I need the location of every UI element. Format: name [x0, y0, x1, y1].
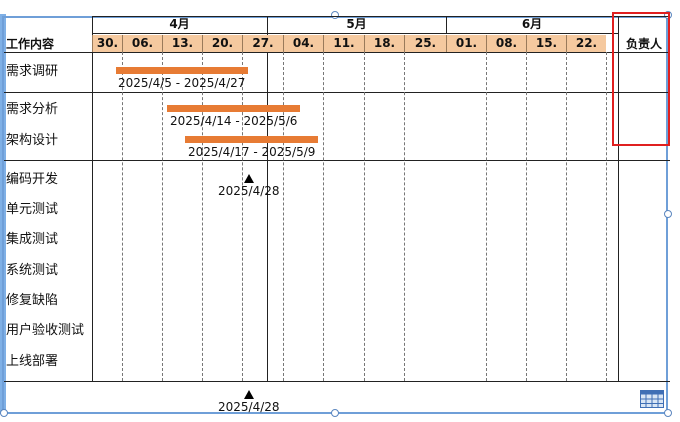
month-label-may: 5月	[346, 17, 367, 31]
resize-handle-right[interactable]	[664, 210, 672, 218]
resize-handle-bottom-left[interactable]	[0, 409, 8, 417]
gantt-bar-requirements-research[interactable]	[116, 67, 248, 74]
month-border-june	[446, 16, 447, 33]
grid-top-border	[92, 16, 670, 17]
week-header-cell: 20.	[202, 35, 242, 52]
week-gridline	[242, 52, 243, 381]
task-label: 系统测试	[6, 263, 59, 278]
resize-handle-bottom[interactable]	[331, 409, 339, 417]
month-label-april: 4月	[169, 17, 190, 31]
task-column-title: 工作内容	[6, 37, 55, 51]
task-label: 架构设计	[6, 133, 59, 148]
week-header-cell: 30.	[92, 35, 122, 52]
week-gridline	[566, 52, 567, 381]
week-gridline	[122, 52, 123, 381]
week-gridline	[283, 52, 284, 381]
grid-bottom-border	[4, 381, 670, 382]
gantt-bar-label: 2025/4/5 - 2025/4/27	[118, 76, 246, 90]
week-header-cell: 18.	[364, 35, 404, 52]
owner-column-title: 负责人	[625, 37, 662, 51]
week-gridline	[364, 52, 365, 381]
milestone-marker-footer[interactable]	[244, 390, 254, 399]
week-gridline	[486, 52, 487, 381]
week-header-cell: 08.	[486, 35, 526, 52]
week-header-cell: 11.	[323, 35, 364, 52]
month-label-june: 6月	[521, 17, 543, 31]
week-header-cell: 01.	[446, 35, 486, 52]
week-gridline	[526, 52, 527, 381]
gantt-bar-requirements-analysis[interactable]	[167, 105, 300, 112]
table-grid-icon-svg	[640, 390, 664, 408]
month-border-may	[267, 16, 268, 382]
selection-frame[interactable]	[2, 16, 668, 414]
milestone-label: 2025/4/28	[218, 184, 280, 198]
week-header-cell: 15.	[526, 35, 566, 52]
gantt-bar-label: 2025/4/14 - 2025/5/6	[170, 114, 298, 128]
header-bottom-border	[4, 52, 670, 53]
week-gridline	[323, 52, 324, 381]
week-gridline	[162, 52, 163, 381]
owner-column-border	[618, 16, 619, 382]
resize-handle-bottom-right[interactable]	[664, 409, 672, 417]
task-column-border	[92, 16, 93, 382]
row-divider-1	[4, 92, 670, 93]
milestone-label-footer: 2025/4/28	[218, 400, 280, 414]
task-label: 修复缺陷	[6, 293, 59, 308]
task-label: 需求分析	[6, 102, 59, 117]
task-label: 编码开发	[6, 172, 59, 187]
gantt-bar-label: 2025/4/17 - 2025/5/9	[188, 145, 316, 159]
table-grid-icon[interactable]	[640, 390, 664, 408]
task-label: 上线部署	[6, 354, 59, 369]
week-gridline	[606, 52, 607, 381]
week-header-cell: 04.	[283, 35, 323, 52]
week-gridline	[202, 52, 203, 381]
week-header-cell: 25.	[404, 35, 446, 52]
week-header-cell: 27.	[242, 35, 283, 52]
week-gridline	[404, 52, 405, 381]
task-label: 集成测试	[6, 232, 59, 247]
week-header-cell: 13.	[162, 35, 202, 52]
owner-column-highlight	[612, 12, 670, 146]
task-label: 用户验收测试	[6, 323, 85, 338]
week-header-cell: 22.	[566, 35, 606, 52]
task-label: 单元测试	[6, 202, 59, 217]
row-divider-2	[4, 160, 670, 161]
gantt-bar-architecture-design[interactable]	[185, 136, 318, 143]
task-label: 需求调研	[6, 64, 59, 79]
month-week-divider	[92, 33, 618, 34]
milestone-marker[interactable]	[244, 174, 254, 183]
resize-handle-top[interactable]	[331, 11, 339, 19]
week-header-cell: 06.	[122, 35, 162, 52]
